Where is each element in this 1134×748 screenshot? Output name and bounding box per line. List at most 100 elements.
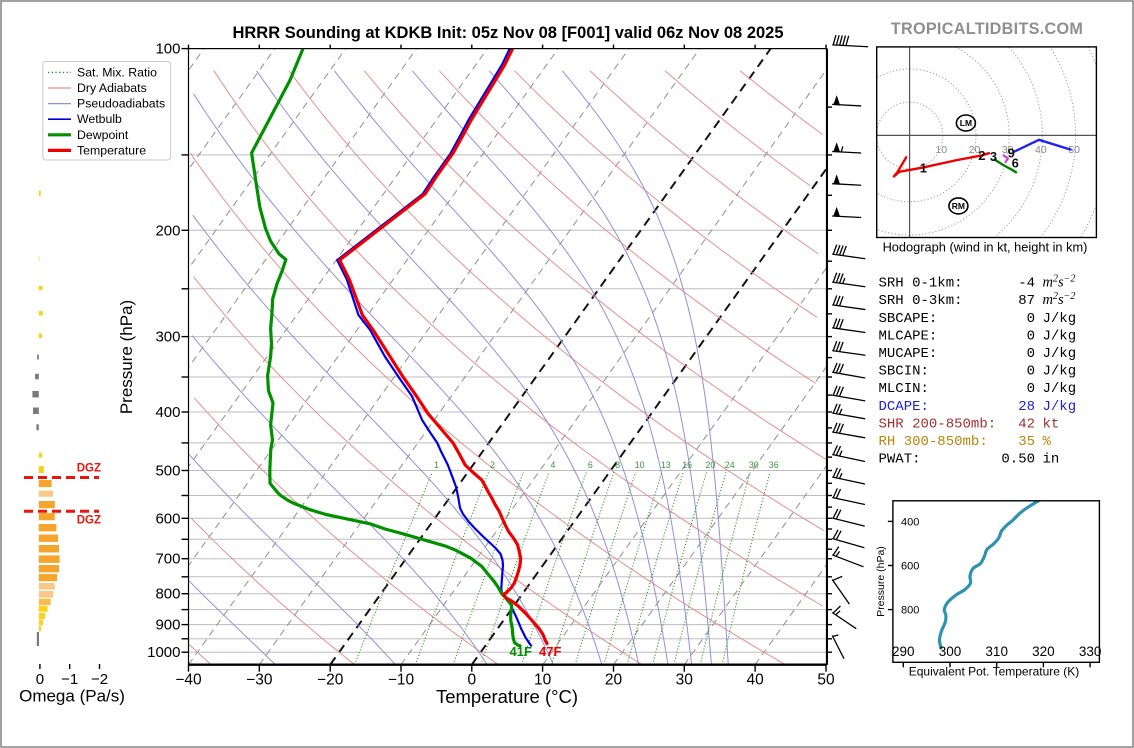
svg-text:Pressure (hPa): Pressure (hPa) xyxy=(117,300,136,414)
svg-text:4: 4 xyxy=(551,460,556,470)
svg-text:Omega (Pa/s): Omega (Pa/s) xyxy=(19,687,125,706)
svg-text:8: 8 xyxy=(615,460,620,470)
svg-text:800: 800 xyxy=(155,586,180,603)
svg-text:41F: 41F xyxy=(510,644,532,659)
svg-text:10: 10 xyxy=(935,144,947,156)
svg-text:RM: RM xyxy=(952,201,965,211)
svg-text:J/kg: J/kg xyxy=(1043,346,1077,362)
svg-text:0: 0 xyxy=(1027,328,1035,344)
svg-text:50: 50 xyxy=(1068,144,1080,156)
svg-text:30: 30 xyxy=(749,460,759,470)
svg-text:-4: -4 xyxy=(1018,276,1035,292)
svg-text:Pseudoadiabats: Pseudoadiabats xyxy=(77,97,165,111)
svg-text:310: 310 xyxy=(985,644,1008,659)
svg-text:PWAT:: PWAT: xyxy=(879,452,921,468)
svg-text:10: 10 xyxy=(635,460,645,470)
svg-text:900: 900 xyxy=(155,617,180,634)
svg-text:30: 30 xyxy=(676,672,694,689)
svg-text:16: 16 xyxy=(682,460,692,470)
svg-text:6: 6 xyxy=(588,460,593,470)
svg-text:Temperature (°C): Temperature (°C) xyxy=(436,686,578,707)
svg-text:9: 9 xyxy=(1008,146,1015,161)
svg-text:SBCIN:: SBCIN: xyxy=(879,364,929,380)
svg-text:600: 600 xyxy=(901,561,919,573)
svg-text:10: 10 xyxy=(534,672,552,689)
svg-text:DCAPE:: DCAPE: xyxy=(879,399,929,415)
svg-text:28: 28 xyxy=(1018,399,1035,415)
svg-text:40: 40 xyxy=(1035,144,1047,156)
svg-text:MLCAPE:: MLCAPE: xyxy=(879,328,938,344)
svg-text:42: 42 xyxy=(1018,416,1035,432)
svg-text:LM: LM xyxy=(960,118,972,128)
svg-text:290: 290 xyxy=(892,644,915,659)
svg-text:300: 300 xyxy=(939,644,962,659)
svg-text:3: 3 xyxy=(990,149,997,164)
svg-text:Dewpoint: Dewpoint xyxy=(77,128,129,142)
svg-text:20: 20 xyxy=(969,144,981,156)
svg-text:J/kg: J/kg xyxy=(1043,399,1077,415)
svg-text:47F: 47F xyxy=(539,644,561,659)
svg-text:SHR 200-850mb:: SHR 200-850mb: xyxy=(879,416,997,432)
svg-text:J/kg: J/kg xyxy=(1043,364,1077,380)
svg-text:MLCIN:: MLCIN: xyxy=(879,381,929,397)
svg-text:13: 13 xyxy=(661,460,671,470)
svg-text:1: 1 xyxy=(434,460,439,470)
svg-text:36: 36 xyxy=(769,460,779,470)
svg-text:20: 20 xyxy=(706,460,716,470)
svg-text:Hodograph (wind in kt, height: Hodograph (wind in kt, height in km) xyxy=(883,240,1088,255)
svg-text:SRH 0-3km:: SRH 0-3km: xyxy=(879,293,963,309)
svg-text:1: 1 xyxy=(920,161,927,176)
svg-text:J/kg: J/kg xyxy=(1043,311,1077,327)
svg-text:Equivalent Pot. Temperature (K: Equivalent Pot. Temperature (K) xyxy=(909,665,1080,679)
svg-text:300: 300 xyxy=(155,329,180,346)
svg-text:6: 6 xyxy=(1012,156,1019,171)
svg-text:−30: −30 xyxy=(246,672,273,689)
svg-text:−1: −1 xyxy=(61,671,78,688)
svg-text:2: 2 xyxy=(490,460,495,470)
svg-text:400: 400 xyxy=(901,516,919,528)
svg-text:30: 30 xyxy=(1002,144,1014,156)
svg-text:320: 320 xyxy=(1032,644,1055,659)
svg-text:0.50: 0.50 xyxy=(1001,452,1035,468)
svg-text:RH 300-850mb:: RH 300-850mb: xyxy=(879,434,988,450)
svg-text:800: 800 xyxy=(901,605,919,617)
svg-text:100: 100 xyxy=(155,41,180,58)
svg-text:0: 0 xyxy=(1027,381,1035,397)
svg-text:kt: kt xyxy=(1043,416,1060,432)
svg-text:87: 87 xyxy=(1018,293,1035,309)
svg-text:700: 700 xyxy=(155,551,180,568)
svg-text:0: 0 xyxy=(36,671,44,688)
svg-text:20: 20 xyxy=(605,672,623,689)
svg-text:−20: −20 xyxy=(317,672,344,689)
svg-text:HRRR Sounding at KDKB Init: 05: HRRR Sounding at KDKB Init: 05z Nov 08 [… xyxy=(232,24,783,42)
svg-text:J/kg: J/kg xyxy=(1043,328,1077,344)
svg-text:0: 0 xyxy=(467,672,476,689)
svg-text:SBCAPE:: SBCAPE: xyxy=(879,311,938,327)
svg-text:0: 0 xyxy=(1027,346,1035,362)
svg-text:Dry Adiabats: Dry Adiabats xyxy=(77,81,147,95)
svg-text:2: 2 xyxy=(978,148,985,163)
svg-text:Sat. Mix. Ratio: Sat. Mix. Ratio xyxy=(77,65,157,79)
svg-text:Wetbulb: Wetbulb xyxy=(77,112,122,126)
svg-text:35: 35 xyxy=(1018,434,1035,450)
svg-text:Pressure (hPa): Pressure (hPa) xyxy=(875,546,887,617)
svg-text:40: 40 xyxy=(746,672,764,689)
svg-text:J/kg: J/kg xyxy=(1043,381,1077,397)
svg-text:400: 400 xyxy=(155,404,180,421)
svg-text:MUCAPE:: MUCAPE: xyxy=(879,346,938,362)
svg-text:24: 24 xyxy=(725,460,735,470)
svg-text:0: 0 xyxy=(1027,311,1035,327)
svg-text:Temperature: Temperature xyxy=(77,143,146,157)
svg-text:DGZ: DGZ xyxy=(77,515,101,527)
svg-text:DGZ: DGZ xyxy=(77,463,101,475)
svg-text:−10: −10 xyxy=(388,672,415,689)
svg-text:600: 600 xyxy=(155,510,180,527)
svg-text:0: 0 xyxy=(1027,364,1035,380)
svg-text:SRH 0-1km:: SRH 0-1km: xyxy=(879,276,963,292)
svg-text:1000: 1000 xyxy=(147,644,180,661)
svg-text:50: 50 xyxy=(817,672,835,689)
svg-text:TROPICALTIDBITS.COM: TROPICALTIDBITS.COM xyxy=(891,20,1083,38)
svg-text:−2: −2 xyxy=(91,671,108,688)
svg-text:330: 330 xyxy=(1079,644,1102,659)
svg-text:200: 200 xyxy=(155,222,180,239)
